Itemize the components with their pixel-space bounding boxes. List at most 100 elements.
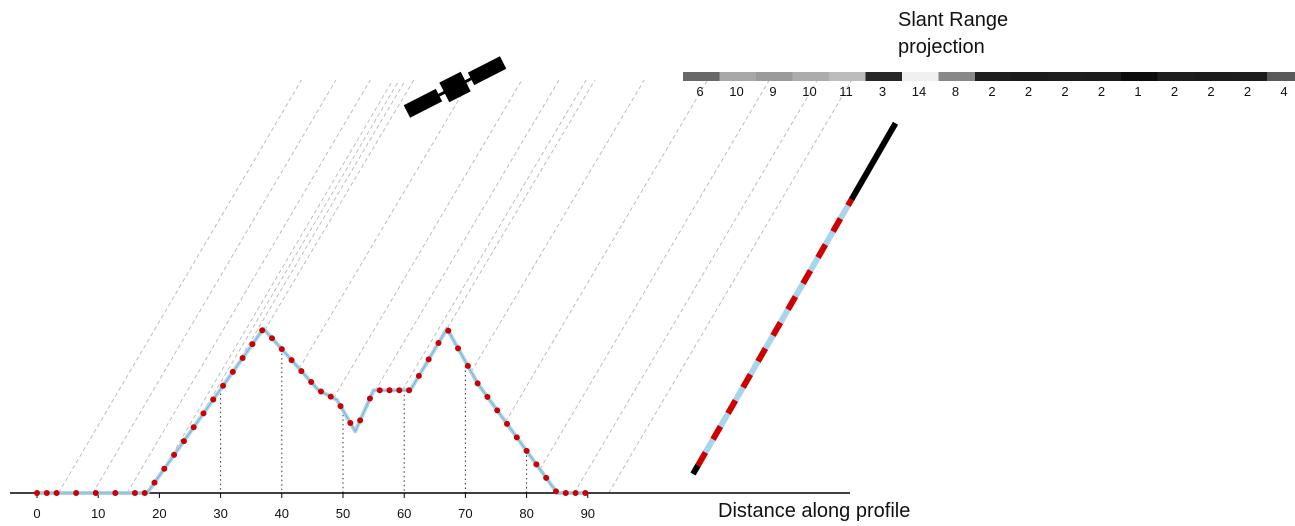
sample-point <box>141 490 148 496</box>
strip-cell <box>865 72 903 81</box>
sample-point <box>357 417 364 424</box>
sample-point <box>513 434 520 441</box>
sample-point <box>278 346 285 353</box>
projection-line <box>573 79 818 494</box>
strip-cell <box>1084 72 1122 81</box>
los-segment <box>777 307 791 324</box>
sample-point <box>200 410 207 417</box>
los-segment <box>845 197 855 208</box>
sample-point <box>425 356 432 363</box>
sample-point <box>494 407 501 414</box>
projection-line <box>333 79 523 399</box>
sample-point <box>347 419 354 426</box>
strip-count: 3 <box>879 84 886 99</box>
sample-point <box>445 327 452 334</box>
los-segment <box>695 450 709 467</box>
strip-cell <box>938 72 976 81</box>
strip-cell <box>719 72 757 81</box>
los-segment <box>717 411 731 428</box>
vertical-guides <box>220 349 528 493</box>
los-segment <box>837 204 851 221</box>
sample-point <box>406 387 413 394</box>
los-segment <box>747 359 761 376</box>
los-segment <box>822 230 836 247</box>
sample-point <box>376 387 383 394</box>
sample-point <box>484 393 491 400</box>
sample-point <box>180 438 187 445</box>
sample-point <box>249 341 256 348</box>
projection-title-line-2: projection <box>898 36 985 58</box>
x-tick-label: 20 <box>152 506 166 521</box>
sample-point <box>435 339 442 346</box>
sample-point <box>572 490 579 496</box>
projection-title-line-1: Slant Range <box>898 9 1008 31</box>
sample-point <box>73 490 80 496</box>
strip-count: 2 <box>1025 84 1032 99</box>
strip-count: 1 <box>1134 84 1141 99</box>
satellite-icon <box>403 56 507 118</box>
strip-count: 10 <box>729 84 743 99</box>
strip-cell <box>829 72 866 81</box>
sample-point <box>455 345 462 352</box>
los-segment <box>770 320 784 337</box>
strip-cell <box>1230 72 1268 81</box>
x-tick-label: 30 <box>213 506 227 521</box>
strip-cell <box>1121 72 1158 81</box>
projection-lines <box>57 79 853 494</box>
strip-count: 14 <box>912 84 926 99</box>
sample-point <box>210 396 217 403</box>
los-segment <box>725 398 739 415</box>
projection-line <box>92 79 337 494</box>
los-end-near <box>690 463 701 476</box>
x-tick-label: 70 <box>458 506 472 521</box>
slant-range-strip <box>683 72 1295 81</box>
x-axis-ticks: 0 10 20 30 40 50 60 70 80 90 <box>33 493 595 521</box>
sample-point <box>220 382 227 389</box>
strip-cell <box>1048 72 1085 81</box>
los-segment <box>710 424 724 441</box>
strip-cell <box>756 72 793 81</box>
strip-count: 2 <box>1207 84 1214 99</box>
line-of-sight-bar <box>690 121 899 476</box>
sample-point <box>582 490 589 496</box>
sample-point <box>151 479 158 486</box>
strip-count: 6 <box>696 84 703 99</box>
profile-line <box>37 326 588 495</box>
sample-point <box>229 368 236 375</box>
los-segment <box>800 268 814 285</box>
x-tick-label: 40 <box>275 506 289 521</box>
strip-count: 2 <box>1061 84 1068 99</box>
strip-count: 2 <box>1171 84 1178 99</box>
sample-point <box>464 362 471 369</box>
sample-point <box>131 490 138 496</box>
sample-point <box>92 490 99 496</box>
sample-point <box>259 327 266 334</box>
los-segment <box>702 437 716 454</box>
strip-count: 2 <box>988 84 995 99</box>
projection-line <box>436 79 596 347</box>
strip-cell <box>975 72 1012 81</box>
sample-point <box>298 368 305 375</box>
los-segment <box>762 333 776 350</box>
strip-cell <box>1194 72 1231 81</box>
los-segment <box>830 217 844 234</box>
projection-line <box>505 79 708 423</box>
los-segment <box>740 372 754 389</box>
los-segment <box>792 281 806 298</box>
strip-count: 9 <box>769 84 776 99</box>
terrain-profile <box>37 326 588 495</box>
sample-point <box>43 490 50 496</box>
x-tick-label: 0 <box>33 506 40 521</box>
los-segment <box>815 243 829 260</box>
strip-cell <box>1267 72 1295 81</box>
projection-line <box>126 79 371 494</box>
strip-count: 11 <box>839 84 853 99</box>
sample-point <box>415 372 422 379</box>
strip-cell <box>683 72 720 81</box>
sample-point <box>523 447 530 454</box>
profile-outline <box>37 327 588 494</box>
sample-point <box>288 357 295 364</box>
projection-line <box>264 79 415 331</box>
sample-point <box>239 355 246 362</box>
